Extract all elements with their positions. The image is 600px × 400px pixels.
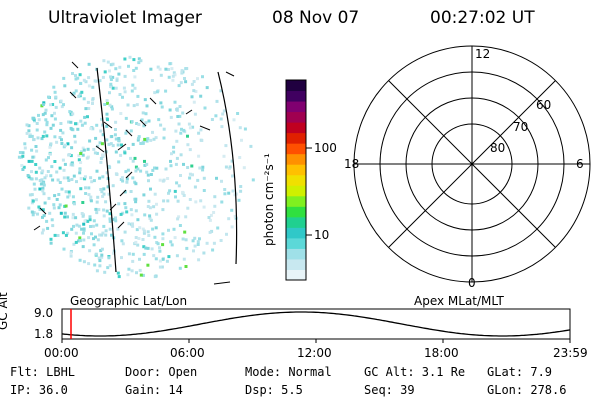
colorbar-segment <box>286 122 306 134</box>
colorbar-segment <box>286 258 306 270</box>
geographic-caption: Geographic Lat/Lon <box>70 294 188 308</box>
gain-info: Gain: 14 <box>125 383 183 397</box>
mode-info: Mode: Normal <box>245 365 332 379</box>
colorbar-label-10: 10 <box>314 228 330 242</box>
apex-caption: Apex MLat/MLT <box>414 294 504 308</box>
seq-info: Seq: 39 <box>364 383 415 397</box>
colorbar-segment <box>286 269 306 281</box>
colorbar-segment <box>286 164 306 176</box>
longitude-line-left <box>96 67 117 273</box>
colorbar-segment <box>286 153 306 165</box>
filter-info: Flt: LBHL <box>10 365 76 379</box>
colorbar-segment <box>286 248 306 260</box>
mlat-label-60: 60 <box>536 98 552 112</box>
altitude-xticks <box>61 339 571 343</box>
glat-info: GLat: 7.9 <box>487 365 553 379</box>
auroral-emission-pixels <box>17 55 255 279</box>
polar-grid <box>353 45 591 283</box>
altitude-xtick-0600: 06:00 <box>170 346 205 360</box>
colorbar-segment <box>286 216 306 228</box>
polar-diagonal-2 <box>388 80 556 248</box>
altitude-ytick-9: 9.0 <box>34 306 54 320</box>
altitude-xtick-0000: 00:00 <box>44 346 79 360</box>
colorbar-segment <box>286 90 306 102</box>
colorbar-segment <box>286 80 306 92</box>
colorbar-unit-label: photon cm⁻²s⁻¹ <box>262 153 276 246</box>
gc-alt-info: GC Alt: 3.1 Re <box>364 365 466 379</box>
altitude-xtick-2359: 23:59 <box>553 346 588 360</box>
altitude-xtick-1200: 12:00 <box>297 346 332 360</box>
ip-info: IP: 36.0 <box>10 383 68 397</box>
door-info: Door: Open <box>125 365 198 379</box>
mlt-label-6: 6 <box>576 157 584 171</box>
colorbar-segment <box>286 237 306 249</box>
colorbar-segment <box>286 101 306 113</box>
colorbar-segment <box>286 195 306 207</box>
mlat-label-80: 80 <box>490 141 506 155</box>
mlt-label-12: 12 <box>475 47 491 61</box>
colorbar-segment <box>286 185 306 197</box>
colorbar-frame <box>285 79 307 281</box>
longitude-line-right <box>217 71 238 265</box>
geographic-image-panel <box>17 55 255 285</box>
altitude-xtick-1800: 18:00 <box>424 346 459 360</box>
mlt-label-0: 0 <box>468 276 476 290</box>
colorbar-segment <box>286 227 306 239</box>
time-label: 00:27:02 UT <box>430 8 535 28</box>
colorbar-segment <box>286 174 306 186</box>
altitude-curve <box>61 311 571 337</box>
colorbar-label-100: 100 <box>314 141 337 155</box>
colorbar-segment <box>286 143 306 155</box>
colorbar-segment <box>286 111 306 123</box>
date-label: 08 Nov 07 <box>272 8 360 28</box>
glon-info: GLon: 278.6 <box>487 383 567 397</box>
colorbar <box>285 79 307 281</box>
dsp-info: Dsp: 5.5 <box>245 383 303 397</box>
altitude-ylabel: GC Alt <box>0 292 10 330</box>
mlat-label-70: 70 <box>513 120 529 134</box>
instrument-title: Ultraviolet Imager <box>48 8 202 28</box>
coastline-fragments <box>33 61 235 285</box>
mlt-label-18: 18 <box>344 157 360 171</box>
colorbar-segment <box>286 206 306 218</box>
altitude-ytick-1-8: 1.8 <box>34 327 54 341</box>
colorbar-segment <box>286 132 306 144</box>
